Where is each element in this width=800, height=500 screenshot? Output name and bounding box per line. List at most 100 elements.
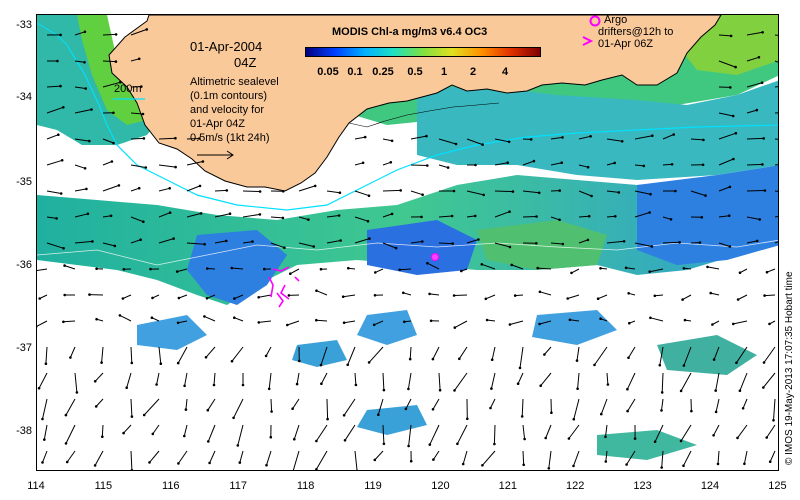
velocity-arrow bbox=[343, 294, 356, 298]
chlorophyll-layer bbox=[37, 15, 778, 460]
velocity-arrow-head bbox=[614, 215, 617, 218]
velocity-arrow bbox=[347, 346, 356, 365]
velocity-arrow bbox=[266, 450, 272, 466]
velocity-arrow bbox=[130, 112, 144, 115]
velocity-arrow bbox=[690, 138, 704, 141]
colorbar-tick-label: 1 bbox=[440, 66, 448, 78]
velocity-arrow-head bbox=[373, 294, 377, 297]
velocity-arrow bbox=[42, 450, 48, 463]
velocity-arrow-head bbox=[110, 160, 114, 163]
velocity-arrow-head bbox=[532, 159, 536, 163]
velocity-arrow bbox=[119, 314, 132, 322]
velocity-arrow bbox=[382, 372, 385, 391]
velocity-arrow-head bbox=[313, 184, 317, 188]
velocity-arrow bbox=[718, 112, 734, 117]
velocity-arrow-head bbox=[683, 318, 687, 322]
velocity-arrow-head bbox=[315, 289, 318, 293]
velocity-arrow-head bbox=[69, 356, 72, 359]
velocity-arrow-head bbox=[41, 461, 44, 464]
velocity-arrow-head bbox=[535, 215, 538, 218]
sealevel-contour bbox=[37, 239, 778, 266]
velocity-arrow bbox=[548, 450, 552, 469]
velocity-arrow-head bbox=[681, 298, 684, 301]
velocity-arrow-head bbox=[678, 241, 681, 244]
velocity-arrow-head bbox=[258, 190, 262, 193]
velocity-arrow-head bbox=[736, 436, 739, 440]
time-label: 04Z bbox=[234, 55, 257, 70]
velocity-arrow-head bbox=[679, 439, 683, 443]
velocity-arrow bbox=[130, 216, 144, 223]
velocity-arrow-head bbox=[257, 321, 261, 324]
velocity-arrow bbox=[519, 346, 524, 368]
velocity-arrow bbox=[773, 398, 776, 421]
velocity-arrow bbox=[183, 424, 188, 437]
velocity-arrow-head bbox=[482, 193, 486, 197]
velocity-arrow-head bbox=[137, 57, 141, 61]
velocity-arrow bbox=[130, 137, 144, 140]
velocity-arrow bbox=[654, 294, 664, 297]
x-tick-label: 118 bbox=[296, 480, 315, 492]
velocity-arrow bbox=[382, 189, 401, 192]
velocity-arrow-head bbox=[174, 165, 177, 169]
velocity-arrow-head bbox=[150, 316, 154, 320]
velocity-arrow bbox=[316, 319, 328, 322]
velocity-arrow bbox=[718, 158, 734, 166]
velocity-arrow bbox=[438, 242, 453, 245]
velocity-arrow bbox=[102, 184, 120, 192]
velocity-arrow bbox=[130, 58, 140, 62]
velocity-arrow bbox=[214, 240, 227, 244]
velocity-arrow-head bbox=[141, 112, 145, 116]
velocity-arrow-head bbox=[137, 186, 141, 190]
argo-line: 01-Apr 06Z bbox=[598, 38, 654, 50]
velocity-arrow-head bbox=[94, 405, 98, 408]
velocity-arrow bbox=[454, 372, 468, 391]
velocity-arrow bbox=[185, 398, 188, 410]
velocity-arrow bbox=[626, 450, 636, 465]
velocity-arrow bbox=[544, 346, 552, 355]
velocity-arrow bbox=[774, 190, 778, 192]
velocity-arrow bbox=[270, 398, 273, 412]
x-tick-label: 120 bbox=[431, 480, 450, 492]
velocity-arrow bbox=[462, 450, 468, 465]
velocity-arrow bbox=[718, 132, 737, 140]
velocity-arrow-head bbox=[508, 210, 511, 213]
velocity-arrow-head bbox=[572, 464, 575, 468]
velocity-arrow bbox=[717, 450, 720, 464]
velocity-arrow bbox=[74, 240, 93, 244]
velocity-arrow bbox=[354, 190, 370, 197]
velocity-arrow-head bbox=[712, 434, 715, 437]
x-tick-label: 123 bbox=[633, 480, 652, 492]
velocity-arrow-head bbox=[446, 166, 450, 169]
y-tick-label: -36 bbox=[16, 259, 32, 271]
velocity-arrow-head bbox=[38, 297, 41, 300]
velocity-arrow-head bbox=[690, 409, 693, 413]
velocity-arrow-head bbox=[547, 467, 551, 470]
velocity-arrow-head bbox=[732, 322, 735, 326]
velocity-arrow-head bbox=[567, 437, 571, 440]
velocity-arrow-head bbox=[337, 214, 341, 217]
velocity-arrow bbox=[39, 294, 48, 299]
velocity-arrow bbox=[650, 317, 664, 322]
velocity-arrow-head bbox=[679, 389, 683, 393]
velocity-arrow-head bbox=[706, 265, 709, 269]
velocity-arrow-head bbox=[399, 189, 403, 192]
velocity-arrow bbox=[45, 346, 48, 364]
velocity-arrow bbox=[438, 138, 457, 145]
velocity-arrow-head bbox=[198, 137, 201, 140]
velocity-arrow-head bbox=[112, 141, 115, 145]
velocity-arrow-head bbox=[566, 297, 569, 300]
velocity-arrow-head bbox=[142, 137, 146, 140]
y-tick-label: -33 bbox=[16, 19, 32, 31]
velocity-arrow bbox=[354, 238, 370, 244]
velocity-arrow bbox=[407, 372, 412, 389]
velocity-arrow-head bbox=[291, 407, 294, 411]
velocity-arrow bbox=[326, 398, 329, 420]
velocity-arrow bbox=[522, 190, 540, 194]
description-line: (0.1m contours) bbox=[190, 90, 268, 102]
velocity-arrow-head bbox=[572, 417, 576, 421]
velocity-arrow-head bbox=[206, 267, 209, 270]
velocity-arrow bbox=[576, 346, 580, 361]
velocity-arrow-head bbox=[233, 316, 236, 320]
velocity-arrow-head bbox=[477, 238, 480, 241]
date-label: 01-Apr-2004 bbox=[190, 39, 263, 54]
